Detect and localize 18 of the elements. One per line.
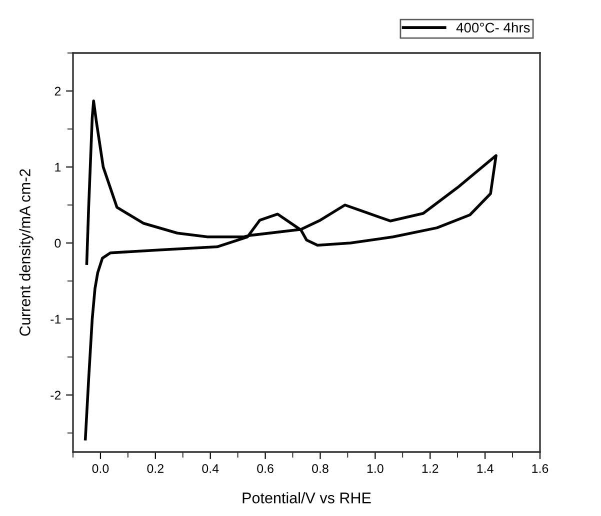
x-axis-title: Potential/V vs RHE bbox=[242, 492, 371, 504]
x-tick-label: 0.4 bbox=[202, 464, 219, 473]
x-tick-label: 1.2 bbox=[422, 464, 438, 473]
x-tick-label: 0.0 bbox=[92, 464, 109, 473]
line-series bbox=[84, 99, 498, 440]
x-tick-label: 1.6 bbox=[532, 464, 548, 473]
y-tick-label: -1 bbox=[50, 314, 61, 324]
y-tick-label: 2 bbox=[54, 86, 61, 96]
x-tick-label: 1.4 bbox=[477, 464, 494, 473]
y-axis-title: Current density/mA cm-2 bbox=[19, 169, 34, 336]
x-tick-label: 0.8 bbox=[312, 464, 328, 473]
y-tick-label: -2 bbox=[50, 390, 61, 400]
x-tick-label: 0.2 bbox=[147, 464, 164, 473]
x-tick-label: 1.0 bbox=[367, 464, 384, 473]
x-tick-label: 0.6 bbox=[257, 464, 274, 473]
y-tick-label: 1 bbox=[55, 162, 61, 172]
y-tick-label: 0 bbox=[54, 238, 61, 248]
legend-label: 400°C- 4hrs bbox=[456, 22, 530, 33]
